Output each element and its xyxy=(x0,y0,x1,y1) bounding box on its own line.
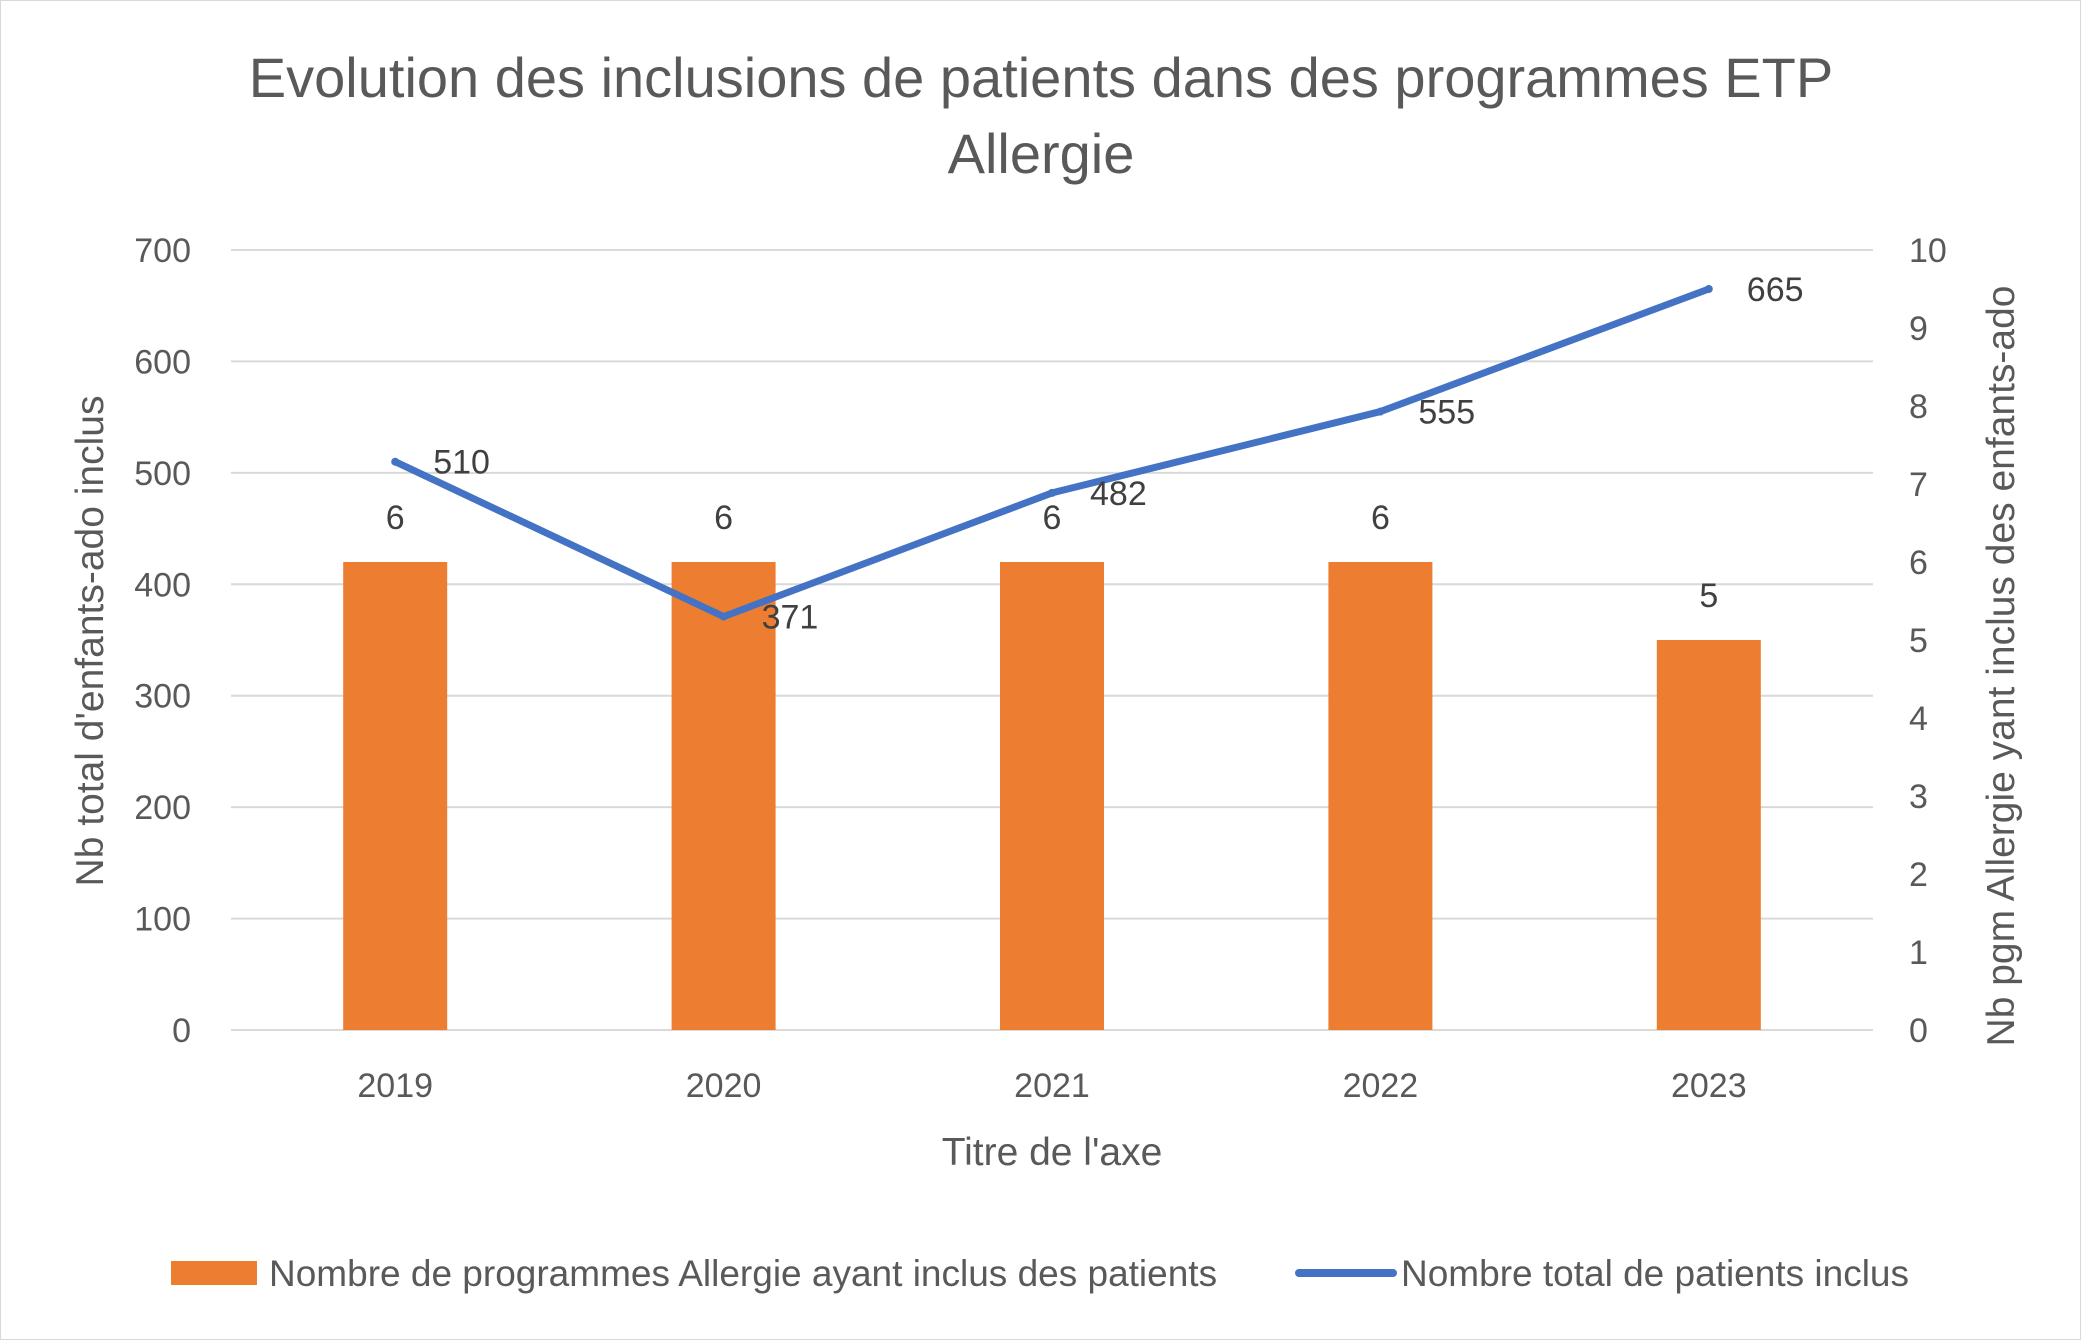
x-axis-title: Titre de l'axe xyxy=(942,1131,1163,1174)
right-axis-tick-label: 10 xyxy=(1909,232,1947,270)
line-point xyxy=(1704,285,1713,293)
right-axis-tick-label: 4 xyxy=(1909,700,1928,738)
left-axis-tick-label: 200 xyxy=(134,789,191,827)
x-axis-tick-label: 2021 xyxy=(1014,1067,1090,1105)
right-axis-tick-label: 5 xyxy=(1909,622,1928,660)
right-axis-title: Nb pgm Allergie yant inclus des enfants-… xyxy=(1980,286,2023,1047)
bar xyxy=(671,562,776,1030)
bar xyxy=(1328,562,1433,1030)
left-y-axis: 0 100 200 300 400 500 600 700 xyxy=(134,232,191,1050)
left-axis-title: Nb total d'enfants-ado inclus xyxy=(69,396,112,887)
line-point xyxy=(1048,488,1056,497)
left-axis-tick-label: 500 xyxy=(134,455,191,493)
x-axis-tick-label: 2020 xyxy=(686,1067,762,1105)
legend-line-label: Nombre total de patients inclus xyxy=(1401,1253,1909,1294)
left-axis-tick-label: 100 xyxy=(134,901,191,939)
x-axis-tick-label: 2022 xyxy=(1343,1067,1419,1105)
line-data-label: 371 xyxy=(762,599,819,637)
right-axis-tick-label: 1 xyxy=(1909,934,1928,972)
left-axis-tick-label: 700 xyxy=(134,232,191,270)
chart-title-line-2: Allergie xyxy=(948,122,1135,185)
x-axis: 2019 2020 2021 2022 2023 xyxy=(357,1067,1746,1105)
bar-data-label: 6 xyxy=(1043,499,1062,537)
bar-data-label: 5 xyxy=(1699,577,1718,615)
right-axis-tick-label: 8 xyxy=(1909,388,1928,426)
bar-data-label: 6 xyxy=(1371,499,1390,537)
right-axis-tick-label: 2 xyxy=(1909,856,1928,894)
line-data-label: 510 xyxy=(433,444,490,482)
line-point xyxy=(1376,407,1385,416)
bar-data-label: 6 xyxy=(386,499,405,537)
line-point xyxy=(719,612,728,621)
bar xyxy=(1656,640,1761,1030)
bar-series xyxy=(343,562,1761,1030)
right-axis-tick-label: 0 xyxy=(1909,1012,1928,1050)
line-point xyxy=(391,457,400,466)
right-y-axis: 0 1 2 3 4 5 6 7 8 9 10 xyxy=(1909,232,1947,1050)
line-data-label: 665 xyxy=(1747,271,1804,309)
right-axis-tick-label: 7 xyxy=(1909,466,1928,504)
legend-bar-label: Nombre de programmes Allergie ayant incl… xyxy=(269,1253,1217,1294)
line-series xyxy=(391,285,1713,621)
bar xyxy=(343,562,448,1030)
right-axis-tick-label: 6 xyxy=(1909,544,1928,582)
bar-data-label: 6 xyxy=(714,499,733,537)
left-axis-tick-label: 400 xyxy=(134,566,191,604)
right-axis-tick-label: 3 xyxy=(1909,778,1928,816)
bar xyxy=(1000,562,1104,1030)
right-axis-tick-label: 9 xyxy=(1909,310,1928,348)
left-axis-tick-label: 600 xyxy=(134,343,191,381)
legend-bar-swatch xyxy=(171,1261,257,1285)
left-axis-tick-label: 300 xyxy=(134,678,191,716)
line-data-label: 482 xyxy=(1090,475,1147,513)
legend: Nombre de programmes Allergie ayant incl… xyxy=(171,1253,1909,1294)
x-axis-tick-label: 2023 xyxy=(1671,1067,1747,1105)
left-axis-tick-label: 0 xyxy=(172,1012,191,1050)
chart-title-line-1: Evolution des inclusions de patients dan… xyxy=(249,46,1833,109)
x-axis-tick-label: 2019 xyxy=(357,1067,433,1105)
line-data-label: 555 xyxy=(1418,394,1475,432)
